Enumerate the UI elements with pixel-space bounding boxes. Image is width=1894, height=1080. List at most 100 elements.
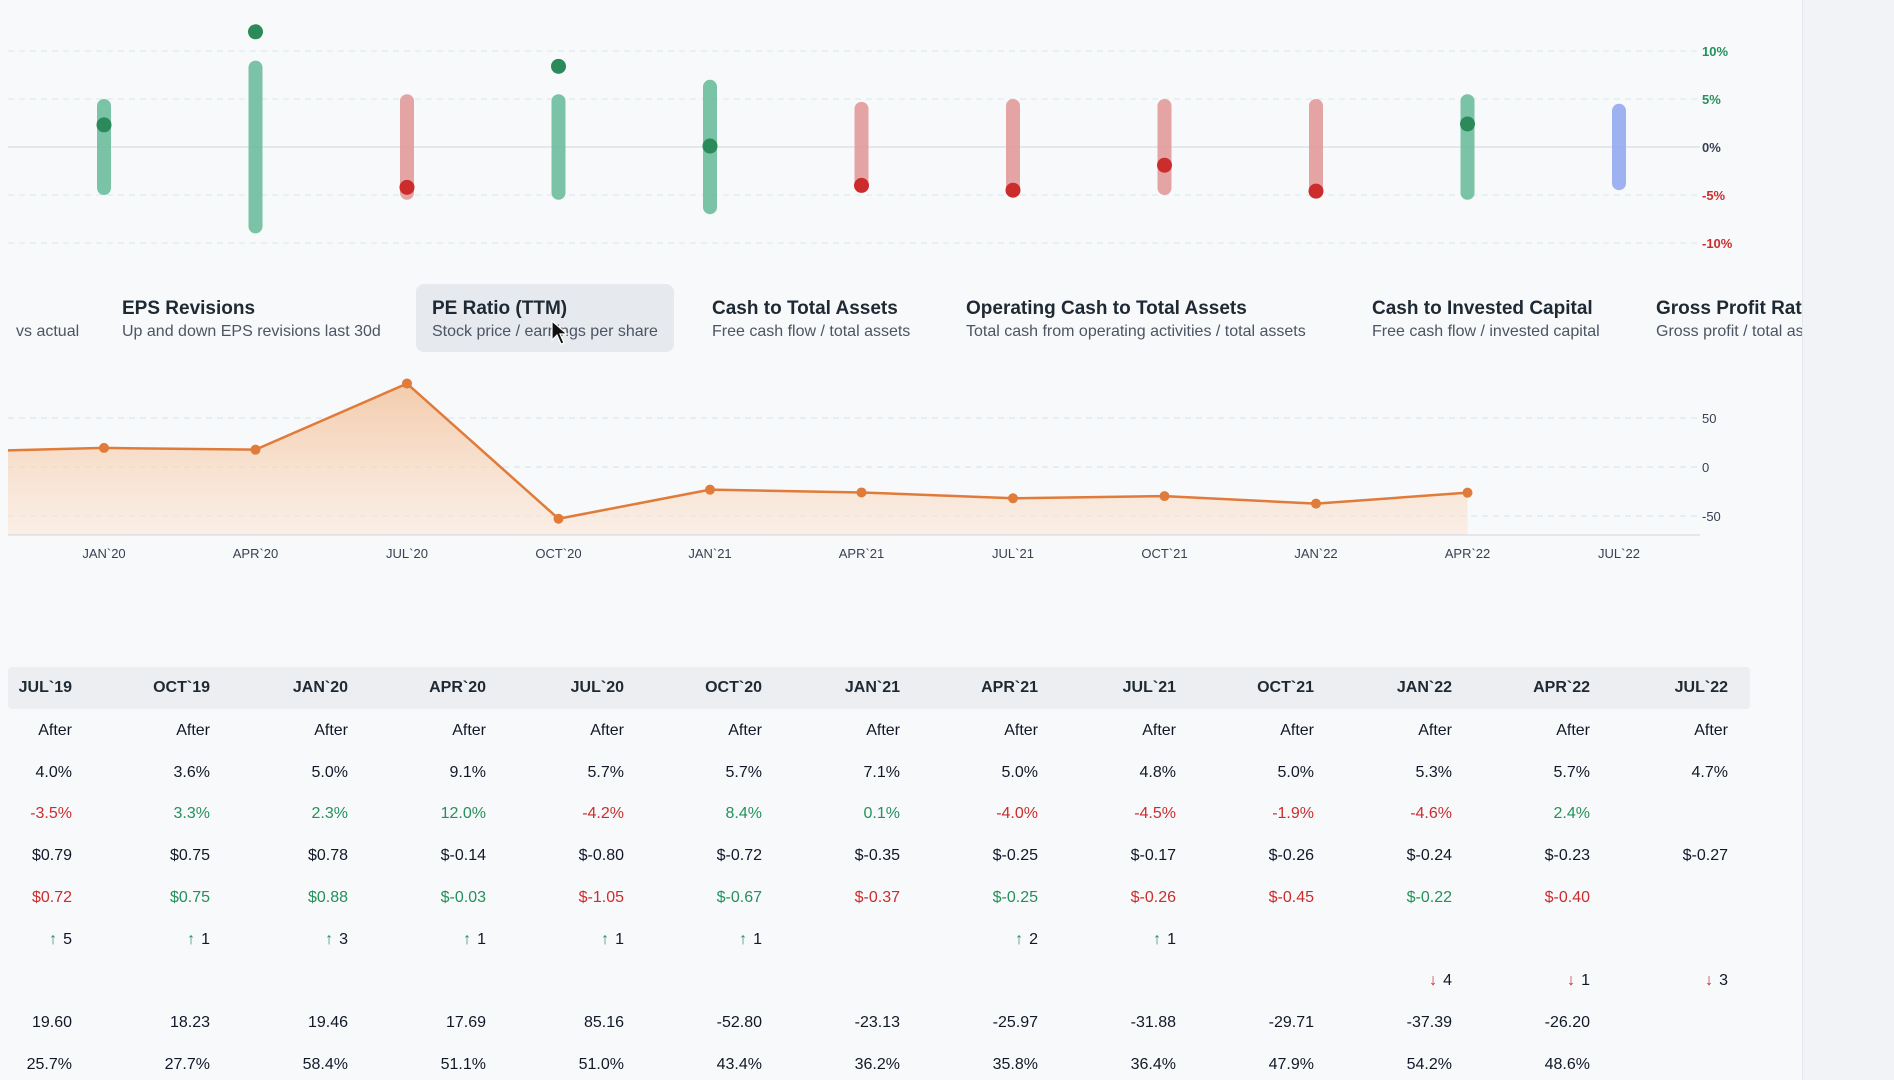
table-cell: $-0.35 <box>854 847 900 865</box>
estimate-range-bar[interactable] <box>1612 103 1626 191</box>
actual-eps-dot[interactable] <box>702 138 718 154</box>
metric-tab-cash-to-total-assets[interactable]: Cash to Total Assets Free cash flow / tot… <box>696 284 926 352</box>
table-cell: 36.4% <box>1130 1055 1176 1073</box>
table-cell: 2.4% <box>1553 805 1590 823</box>
pe-x-tick: APR`20 <box>233 546 279 561</box>
table-cell: ↑ 1 <box>642 930 762 950</box>
table-cell: ↑ 1 <box>1056 930 1176 950</box>
table-cell: 54.2% <box>1406 1055 1452 1073</box>
pe-x-tick: JAN`20 <box>82 546 125 561</box>
metric-tab-operating-cash-to-total-assets[interactable]: Operating Cash to Total Assets Total cash… <box>950 284 1322 352</box>
top-y-tick: -5% <box>1702 188 1726 203</box>
metric-title: Gross Profit Ratio <box>1656 298 1802 319</box>
pe-data-point[interactable] <box>402 378 412 389</box>
table-cell: -29.71 <box>1268 1013 1314 1031</box>
pe-data-point[interactable] <box>1159 491 1170 502</box>
table-cell: 7.1% <box>863 763 900 781</box>
actual-eps-dot[interactable] <box>1157 157 1172 173</box>
actual-eps-dot[interactable] <box>248 24 263 40</box>
metric-tab-vs-actual[interactable]: vs actual <box>0 284 95 352</box>
pe-data-point[interactable] <box>1311 498 1321 509</box>
pe-data-point[interactable] <box>99 442 109 453</box>
table-cell: ↓ 4 <box>1332 971 1452 991</box>
estimate-range-bar[interactable] <box>854 101 869 193</box>
table-cell: -37.39 <box>1406 1013 1452 1031</box>
table-cell: 2.3% <box>311 805 348 823</box>
estimate-range-bar[interactable] <box>1309 99 1323 195</box>
revision-count: 1 <box>477 930 486 948</box>
table-cell: 58.4% <box>302 1055 348 1073</box>
table-cell: 51.1% <box>440 1055 486 1073</box>
actual-eps-dot[interactable] <box>96 117 112 133</box>
actual-eps-dot[interactable] <box>399 179 415 195</box>
pe-y-tick: -50 <box>1702 509 1721 524</box>
actual-eps-dot[interactable] <box>1460 116 1475 132</box>
table-cell: After <box>176 722 210 739</box>
pe-data-point[interactable] <box>553 513 564 524</box>
estimate-range-bar[interactable] <box>248 60 263 234</box>
actual-eps-dot[interactable] <box>1005 182 1021 198</box>
table-cell: $-0.26 <box>1130 888 1176 906</box>
metric-subtitle: Stock price / earnings per share <box>432 323 658 340</box>
pe-data-point[interactable] <box>705 484 715 495</box>
estimate-range-bar[interactable] <box>97 99 111 195</box>
table-cell: After <box>728 722 762 739</box>
table-cell: 5.0% <box>1277 763 1314 781</box>
table-cell: -26.20 <box>1544 1013 1590 1031</box>
table-cell: -4.6% <box>1410 805 1452 823</box>
period-header: APR`20 <box>429 679 486 696</box>
pe-data-point[interactable] <box>250 444 261 455</box>
table-cell: ↑ 1 <box>90 930 210 950</box>
table-cell: 5.0% <box>311 763 348 781</box>
metric-tab-gross-profit-ratio[interactable]: Gross Profit Ratio Gross profit / total a… <box>1640 284 1802 352</box>
table-cell: 4.7% <box>1691 763 1728 781</box>
table-cell: 51.0% <box>578 1055 624 1073</box>
pe-x-tick: APR`22 <box>1445 546 1491 561</box>
table-cell: 47.9% <box>1268 1055 1314 1073</box>
table-cell: $-0.26 <box>1268 847 1314 865</box>
revision-count: 4 <box>1443 972 1452 990</box>
metric-subtitle: Free cash flow / total assets <box>712 323 911 340</box>
arrow-up-icon: ↑ <box>739 930 748 948</box>
earnings-panel: 10% 5% 0% -5% -10% vs actual EPS Revisions Up … <box>0 24 1802 1073</box>
table-cell: After <box>866 722 900 739</box>
period-header: OCT`21 <box>1257 679 1314 696</box>
metric-title: EPS Revisions <box>122 298 256 319</box>
table-cell: ↑ 1 <box>366 930 486 950</box>
estimate-range-bar[interactable] <box>551 94 566 200</box>
revision-count: 3 <box>1719 972 1728 990</box>
table-cell: $-0.25 <box>992 888 1038 906</box>
table-cell: $-0.27 <box>1682 847 1728 865</box>
estimate-range-bar[interactable] <box>1006 99 1020 195</box>
top-y-tick: 10% <box>1702 44 1728 59</box>
table-cell: $0.75 <box>169 888 210 906</box>
estimate-range-bar[interactable] <box>400 94 414 200</box>
metric-tab-pe-ratio-ttm[interactable]: PE Ratio (TTM) Stock price / earnings per… <box>416 284 674 352</box>
table-cell: -3.5% <box>30 805 72 823</box>
pe-ratio-chart: 50 0 -50 JAN`20 APR`20 JUL`20 OCT`20 JAN`21 APR`… <box>7 378 1721 561</box>
pe-data-point[interactable] <box>856 487 867 498</box>
table-cell: 0.1% <box>863 805 900 823</box>
metric-tab-eps-revisions[interactable]: EPS Revisions Up and down EPS revisions l… <box>106 284 397 352</box>
period-header-row: JUL`19 OCT`19 JAN`20 APR`20 JUL`20 OCT`20 JAN`… <box>8 667 1750 709</box>
table-cell: $0.72 <box>31 888 72 906</box>
arrow-up-icon: ↑ <box>463 930 472 948</box>
arrow-up-icon: ↑ <box>49 930 58 948</box>
table-cell: ↑ 5 <box>0 930 72 950</box>
pe-data-point[interactable] <box>1008 493 1018 504</box>
arrow-up-icon: ↑ <box>325 930 334 948</box>
estimate-range-bar[interactable] <box>1460 94 1475 200</box>
pe-data-point[interactable] <box>1462 487 1473 498</box>
metric-tab-cash-to-invested-capital[interactable]: Cash to Invested Capital Free cash flow /… <box>1356 284 1616 352</box>
metric-title: Operating Cash to Total Assets <box>966 298 1247 319</box>
actual-eps-dot[interactable] <box>854 177 869 193</box>
period-header: APR`21 <box>981 679 1038 696</box>
revision-count: 5 <box>63 930 72 948</box>
actual-eps-dot[interactable] <box>1308 183 1324 199</box>
arrow-up-icon: ↑ <box>1153 930 1162 948</box>
estimate-range-bar[interactable] <box>1157 99 1172 195</box>
right-scroll-gutter[interactable] <box>1802 0 1894 1080</box>
period-header: OCT`19 <box>153 679 210 696</box>
actual-eps-dot[interactable] <box>551 58 566 74</box>
table-cell: $-0.23 <box>1544 847 1590 865</box>
